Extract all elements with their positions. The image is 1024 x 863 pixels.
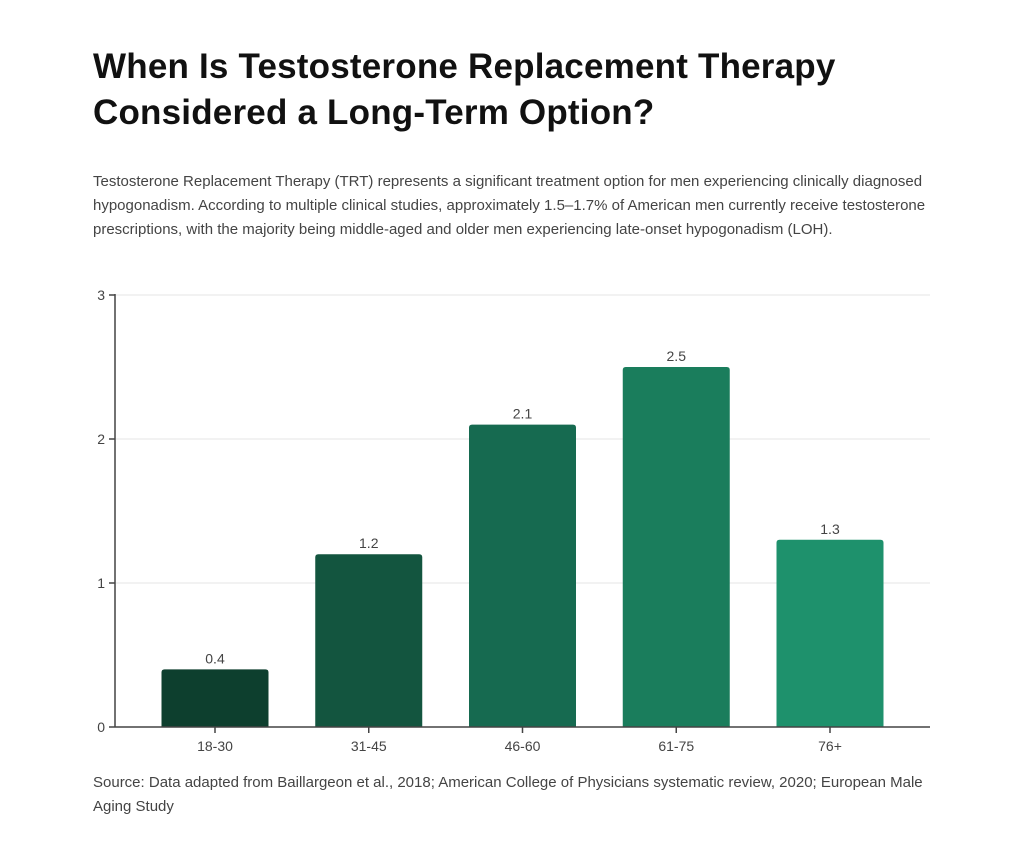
bar-18-30 <box>161 669 269 727</box>
bar-46-60 <box>469 424 576 727</box>
bar-61-75 <box>622 367 730 727</box>
data-label: 0.4 <box>205 650 225 666</box>
x-tick-label: 61-75 <box>658 738 694 754</box>
data-label: 2.1 <box>513 406 533 422</box>
data-label: 1.3 <box>820 521 840 537</box>
y-tick-label: 0 <box>97 719 105 735</box>
data-label: 1.2 <box>359 535 379 551</box>
source-note: Source: Data adapted from Baillargeon et… <box>93 774 923 815</box>
y-tick-label: 2 <box>97 431 105 447</box>
x-tick-label: 31-45 <box>351 738 387 754</box>
bar-76+ <box>776 539 884 727</box>
x-tick-label: 46-60 <box>505 738 541 754</box>
y-tick-label: 1 <box>97 575 105 591</box>
data-label: 2.5 <box>667 348 687 364</box>
bar-31-45 <box>315 554 423 727</box>
x-tick-label: 18-30 <box>197 738 233 754</box>
x-tick-label: 76+ <box>818 738 842 754</box>
y-tick-label: 3 <box>97 287 105 303</box>
page-title: When Is Testosterone Replacement Therapy… <box>93 47 836 132</box>
description: Testosterone Replacement Therapy (TRT) r… <box>93 173 926 238</box>
